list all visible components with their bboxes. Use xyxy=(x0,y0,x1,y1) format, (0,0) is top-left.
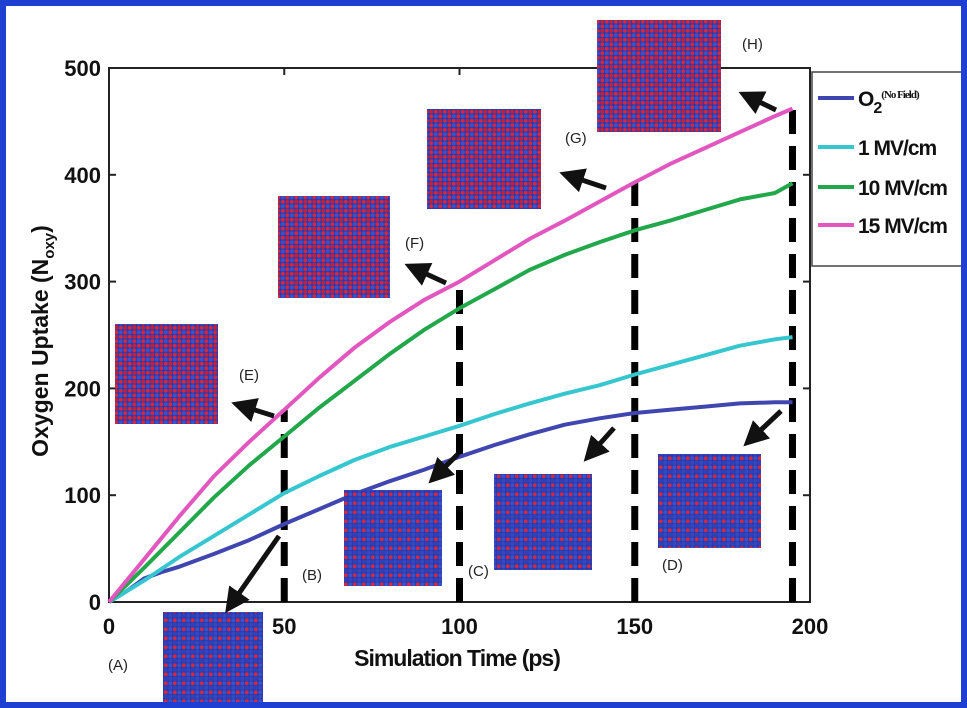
legend-label-2: 10 MV/cm xyxy=(858,177,947,200)
x-tick-label: 100 xyxy=(441,614,478,639)
legend-label-0-main: O xyxy=(858,88,874,111)
y-tick-label: 500 xyxy=(64,56,101,81)
snapshot-f xyxy=(278,196,390,298)
snapshot-arrows xyxy=(225,91,783,614)
snapshot-label-f: (F) xyxy=(405,235,424,252)
x-tick-label: 50 xyxy=(272,614,296,639)
x-tick-label: 200 xyxy=(792,614,829,639)
series-line-0 xyxy=(107,400,793,604)
arrow-h xyxy=(738,91,778,114)
snapshot-label-e: (E) xyxy=(239,367,259,384)
arrow-a xyxy=(225,534,282,614)
snapshot-b xyxy=(344,490,442,586)
arrow-e xyxy=(231,398,275,422)
series-lines xyxy=(107,106,794,604)
y-axis-label-sub: oxy xyxy=(41,232,58,259)
y-tick-label: 100 xyxy=(64,483,101,508)
x-axis-label: Simulation Time (ps) xyxy=(354,645,560,671)
snapshot-e xyxy=(115,324,218,424)
snapshot-c xyxy=(494,474,592,570)
legend: O2(No Field) 1 MV/cm 10 MV/cm 15 MV/cm xyxy=(811,71,961,267)
series-line-1 xyxy=(107,335,793,604)
legend-box xyxy=(811,71,961,267)
arrow-b xyxy=(428,452,460,484)
arrow-c xyxy=(583,426,616,462)
snapshot-dashed-lines xyxy=(280,108,796,602)
legend-label-0-sub: 2 xyxy=(873,100,882,117)
y-tick-label: 400 xyxy=(64,163,101,188)
arrow-g xyxy=(559,168,607,193)
snapshot-h xyxy=(597,20,721,132)
snapshot-a xyxy=(163,612,263,702)
snapshot-label-a: (A) xyxy=(108,657,128,674)
snapshot-label-c: (C) xyxy=(468,563,489,580)
y-axis-label: Oxygen Uptake (Noxy) xyxy=(27,225,58,457)
legend-label-0: O2(No Field) xyxy=(858,88,920,117)
snapshot-label-g: (G) xyxy=(565,130,587,147)
y-tick-label: 200 xyxy=(64,376,101,401)
chart-svg: 0 100 200 300 400 500 0 50 100 150 200 (A) (B) (C… xyxy=(27,20,961,702)
snapshot-images xyxy=(115,20,761,702)
arrow-d xyxy=(743,409,783,447)
snapshot-d xyxy=(658,454,761,548)
x-tick-label: 150 xyxy=(616,614,653,639)
y-tick-label: 300 xyxy=(64,270,101,295)
y-axis-ticks: 0 100 200 300 400 500 xyxy=(64,56,810,615)
legend-label-3: 15 MV/cm xyxy=(858,215,947,238)
legend-label-1: 1 MV/cm xyxy=(858,137,937,160)
y-tick-label: 0 xyxy=(89,590,101,615)
snapshot-label-b: (B) xyxy=(302,567,322,584)
snapshot-label-d: (D) xyxy=(662,557,683,574)
snapshot-g xyxy=(427,109,541,209)
y-axis-label-main: Oxygen Uptake (N xyxy=(27,259,53,457)
legend-label-0-sup: (No Field) xyxy=(881,89,920,101)
x-tick-label: 0 xyxy=(103,614,115,639)
y-axis-label-end: ) xyxy=(27,225,53,233)
series-line-2 xyxy=(107,181,794,604)
snapshot-label-h: (H) xyxy=(742,36,763,53)
arrow-f xyxy=(404,262,448,286)
series-line-3 xyxy=(107,106,794,604)
